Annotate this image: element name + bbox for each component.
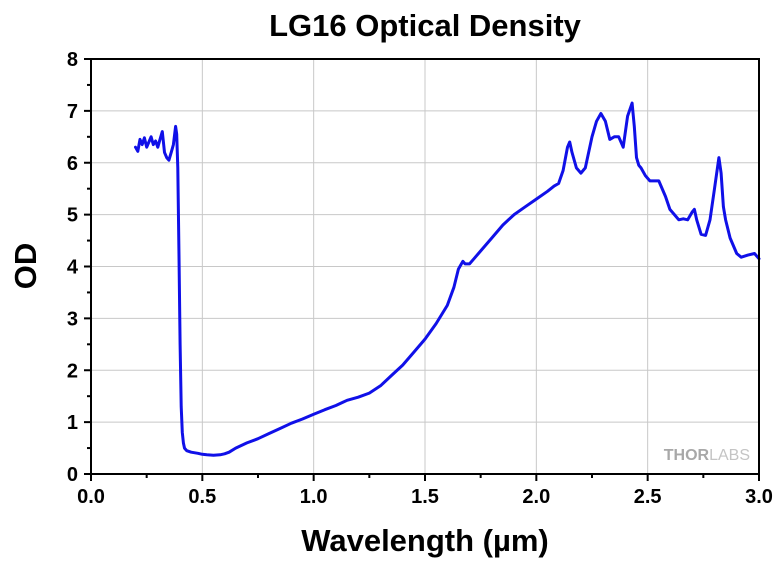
chart-title: LG16 Optical Density	[269, 8, 582, 43]
svg-text:THORLABS: THORLABS	[664, 447, 750, 464]
x-tick-label: 2.5	[634, 486, 662, 508]
x-tick-label: 3.0	[745, 486, 773, 508]
y-tick-label: 5	[67, 205, 78, 227]
y-tick-label: 6	[67, 153, 78, 175]
y-axis-label: OD	[8, 243, 43, 290]
x-tick-label: 0.0	[77, 486, 105, 508]
y-tick-label: 0	[67, 464, 78, 486]
y-tick-label: 8	[67, 49, 78, 71]
x-tick-label: 2.0	[522, 486, 550, 508]
y-tick-labels: 0 1 2 3 4 5 6 7 8	[67, 49, 79, 486]
x-tick-label: 1.0	[300, 486, 328, 508]
x-axis-label: Wavelength (µm)	[301, 523, 549, 558]
y-tick-label: 1	[67, 412, 78, 434]
y-tick-label: 2	[67, 360, 78, 382]
y-tick-label: 3	[67, 308, 78, 330]
thorlabs-logo: THORLABS	[664, 447, 750, 464]
grid	[91, 59, 759, 474]
od-series-line	[134, 101, 761, 457]
x-tick-label: 0.5	[188, 486, 216, 508]
y-tick-label: 7	[67, 101, 78, 123]
axis-ticks	[84, 58, 760, 481]
logo-labs-text: LABS	[709, 447, 750, 464]
logo-thor-text: THOR	[664, 447, 710, 464]
x-tick-label: 1.5	[411, 486, 439, 508]
x-tick-labels: 0.0 0.5 1.0 1.5 2.0 2.5 3.0	[77, 486, 773, 508]
y-tick-label: 4	[67, 257, 79, 279]
series-layer	[134, 101, 761, 457]
